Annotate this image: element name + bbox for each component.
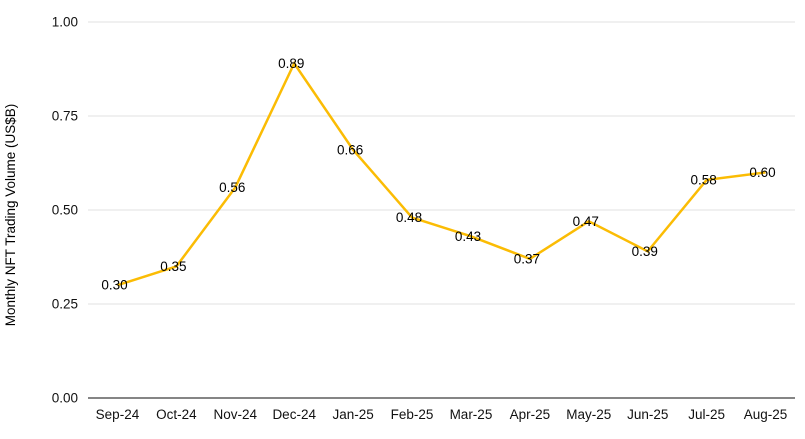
data-point-label: 0.56 bbox=[219, 180, 245, 195]
y-axis-tick-label: 0.25 bbox=[52, 297, 78, 312]
data-point-label: 0.35 bbox=[160, 259, 186, 274]
data-point-label: 0.37 bbox=[514, 251, 540, 266]
data-labels-layer: 0.30 0.35 0.56 0.89 0.66 0.48 0.43 0.37 0.47 0.39… bbox=[101, 56, 775, 293]
y-axis-title: Monthly NFT Trading Volume (US$B) bbox=[3, 104, 18, 327]
data-point-label: 0.60 bbox=[749, 165, 775, 180]
data-point-label: 0.89 bbox=[278, 56, 304, 71]
x-axis-tick-label: Jul-25 bbox=[688, 407, 725, 422]
series-line bbox=[117, 60, 766, 287]
x-axis-tick-label: Dec-24 bbox=[272, 407, 316, 422]
x-axis-tick-label: Mar-25 bbox=[450, 407, 493, 422]
x-axis-tick-label: Sep-24 bbox=[96, 407, 140, 422]
y-axis-tick-label: 1.00 bbox=[52, 15, 78, 30]
data-point-label: 0.58 bbox=[690, 172, 716, 187]
x-axis-tick-label: Jun-25 bbox=[627, 407, 668, 422]
data-point-label: 0.30 bbox=[101, 278, 127, 293]
x-axis-tick-label: Nov-24 bbox=[214, 407, 258, 422]
y-axis-tick-label: 0.50 bbox=[52, 203, 78, 218]
x-axis-tick-label: Aug-25 bbox=[744, 407, 788, 422]
x-axis-tick-label: Oct-24 bbox=[156, 407, 197, 422]
data-point-label: 0.39 bbox=[632, 244, 658, 259]
data-point-label: 0.43 bbox=[455, 229, 481, 244]
y-axis-tick-label: 0.75 bbox=[52, 109, 78, 124]
data-point-label: 0.47 bbox=[573, 214, 599, 229]
x-axis-tick-label: May-25 bbox=[566, 407, 611, 422]
gridlines-layer bbox=[88, 21, 795, 399]
data-point-label: 0.66 bbox=[337, 142, 363, 157]
x-axis-tick-label: Apr-25 bbox=[510, 407, 551, 422]
data-point-label: 0.48 bbox=[396, 210, 422, 225]
y-axis-tick-label: 0.00 bbox=[52, 391, 78, 406]
series-line-layer bbox=[117, 60, 766, 287]
x-axis-tick-label: Feb-25 bbox=[391, 407, 434, 422]
x-axis-tick-label: Jan-25 bbox=[332, 407, 373, 422]
axis-labels-layer: 0.00 0.25 0.50 0.75 1.00 Sep-24 Oct-24 Nov-24 De… bbox=[52, 15, 788, 423]
